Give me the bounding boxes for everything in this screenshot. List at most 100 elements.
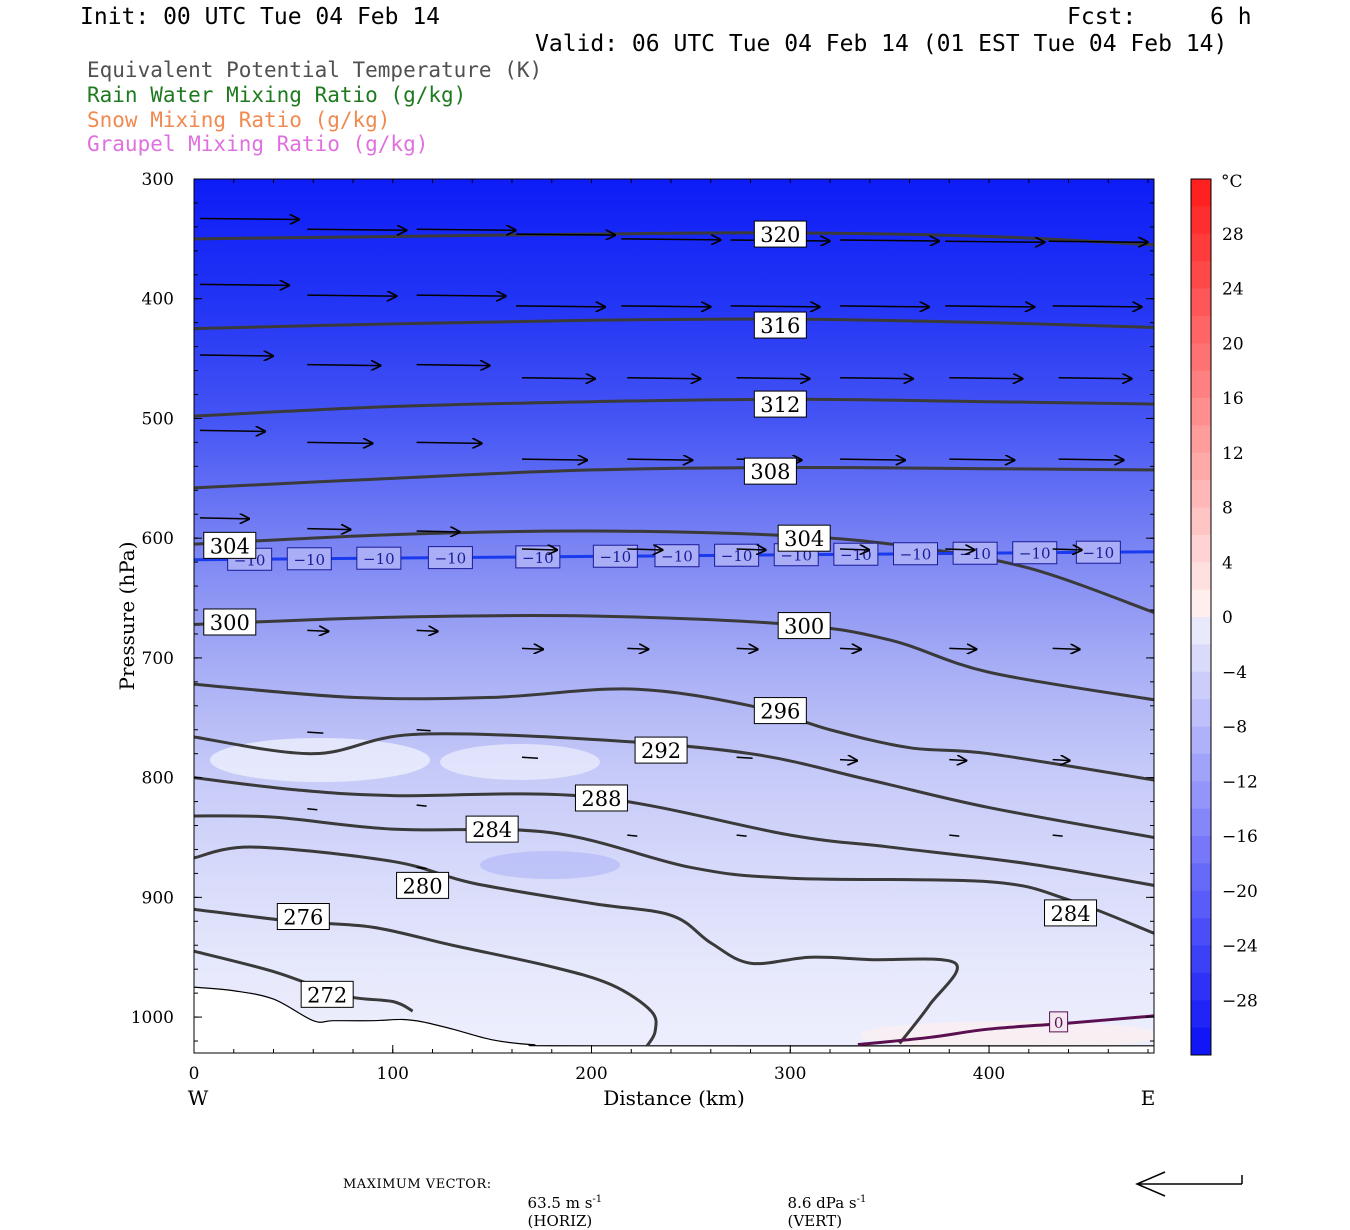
x-tick-label: 300 [774,1064,806,1084]
wind-vector [839,760,858,761]
contour-label-304: 304 [784,527,824,551]
theta-e-contour-296 [194,682,1154,782]
isotherm-label: −10 [661,548,693,566]
wind-vector [416,866,427,870]
title-rain: Rain Water Mixing Ratio (g/kg) [87,83,467,107]
wind-vector [1058,378,1133,379]
horiz-value: 63.5 m s [527,1194,593,1212]
colorbar-bin [1191,507,1211,536]
y-tick-label: 900 [142,888,174,908]
y-tick-label: 700 [142,649,174,669]
wind-vector [949,459,1015,460]
contour-label-box [634,736,688,764]
contour-label-box [300,980,354,1008]
colorbar-bin [1191,261,1211,289]
colorbar-bin [1191,288,1211,317]
forecast-label: Fcst: [1067,4,1137,30]
wind-vector [839,240,940,241]
wind-vector [627,648,649,649]
vert-value: 8.6 dPa s [787,1194,857,1212]
wind-vector [307,442,373,443]
contour-label-box [743,457,797,485]
colorbar-tick-label: −8 [1222,718,1247,738]
terrain-fill [194,987,1154,1053]
wind-vector [307,731,324,734]
colorbar-tick-label: −4 [1222,663,1247,683]
colorbar-frame [1190,178,1212,1056]
contour-label-284: 284 [472,818,512,842]
contour-label-box [574,784,628,812]
wind-vector [839,549,870,550]
title-snow: Snow Mixing Ratio (g/kg) [87,108,391,132]
y-tick-label: 600 [142,529,174,549]
wind-vector [199,518,250,519]
isotherm-label-box [1012,541,1058,565]
contour-label-296: 296 [760,700,800,724]
colorbar-bin [1191,1000,1211,1029]
wind-vector [416,804,427,807]
colorbar-bin [1191,617,1211,645]
theta-e-contour-316 [194,317,1154,331]
contour-label-box [777,612,831,640]
contour-label-272: 272 [307,983,347,1007]
colorbar-bin [1191,398,1211,426]
theta-e-contour-284 [194,814,1154,935]
x-tick-label: 200 [575,1064,607,1084]
wind-vector [199,430,266,431]
isotherm-label: −10 [293,551,325,569]
x-tick-label: 400 [973,1064,1005,1084]
wind-vector [627,378,701,379]
colorbar-bin [1191,179,1211,207]
colorbar-bin [1191,836,1211,864]
colorbar-bin [1191,343,1211,372]
isotherm-label-box [356,546,402,570]
colorbar-bin [1191,315,1211,344]
warm-patch [440,744,600,780]
wind-vector [736,756,753,760]
wind-vector [1052,834,1063,837]
wind-vector [307,295,397,296]
wind-vector [1058,459,1125,460]
theta-e-contour-304 [194,529,1154,614]
plot-frame [193,178,1155,1054]
cross-section-chart: −10 −10 −10 −10 −10 −10 −10 −10 −10 −10 −10 −10 −10−… [115,170,1258,1197]
vert-max: 8.6 dPa s-1 (VERT) [778,1176,867,1230]
forecast-hours: 6 h [1210,4,1252,30]
colorbar-bin [1191,753,1211,782]
contour-label-292: 292 [641,739,681,763]
colorbar-tick-label: 20 [1222,334,1244,354]
contour-label-box [203,531,257,559]
contour-label-box [276,903,330,931]
wind-vector [199,219,300,220]
colorbar-tick-label: 24 [1222,280,1244,300]
horiz-tag: (HORIZ) [527,1212,593,1230]
zero-label-box [1049,1011,1069,1033]
colorbar-bin [1191,480,1211,508]
colorbar-bin [1191,644,1211,673]
theta-e-contour-288 [194,776,1154,887]
contour-label-box [465,815,519,843]
x-axis-title: Distance (km) [603,1086,745,1110]
wind-vector [736,378,811,379]
y-tick-label: 800 [142,769,174,789]
wind-vector [416,365,491,366]
wind-vector [307,529,351,530]
wind-vector [621,239,721,240]
wind-vector [307,365,381,366]
contour-label-288: 288 [581,787,621,811]
wind-vector [521,756,538,760]
y-tick-label: 300 [142,170,174,190]
wind-vector [515,234,616,235]
contour-label-box [753,390,807,418]
valid-time: Valid: 06 UTC Tue 04 Feb 14 (01 EST Tue … [535,31,1228,57]
isotherm-label-box [286,547,332,571]
wind-vector [416,295,507,296]
contour-label-box [396,871,450,899]
contour-label-box [777,524,831,552]
wind-vector [1052,549,1083,550]
wind-vector [839,459,906,460]
wind-vector [627,834,638,837]
east-label: E [1141,1086,1156,1110]
colorbar-tick-label: 16 [1222,389,1244,409]
theta-e-contour-308 [194,466,1154,490]
